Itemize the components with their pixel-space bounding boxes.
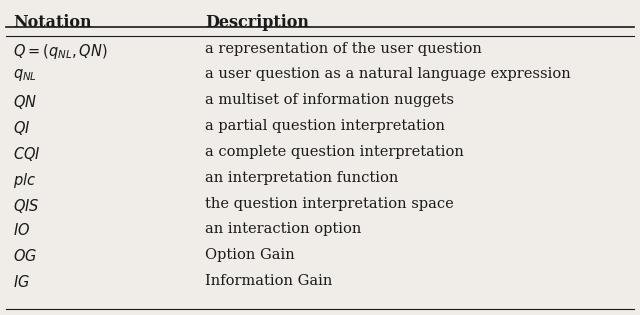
- Text: Description: Description: [205, 14, 309, 31]
- Text: $IG$: $IG$: [13, 274, 29, 290]
- Text: a complete question interpretation: a complete question interpretation: [205, 145, 463, 159]
- Text: $CQI$: $CQI$: [13, 145, 40, 163]
- Text: $QN$: $QN$: [13, 93, 37, 111]
- Text: an interpretation function: an interpretation function: [205, 171, 398, 185]
- Text: $OG$: $OG$: [13, 248, 37, 264]
- Text: $plc$: $plc$: [13, 171, 36, 190]
- Text: a representation of the user question: a representation of the user question: [205, 42, 482, 55]
- Text: an interaction option: an interaction option: [205, 222, 361, 236]
- Text: Option Gain: Option Gain: [205, 248, 294, 262]
- Text: $q_{NL}$: $q_{NL}$: [13, 67, 37, 83]
- Text: the question interpretation space: the question interpretation space: [205, 197, 454, 210]
- Text: a user question as a natural language expression: a user question as a natural language ex…: [205, 67, 570, 81]
- Text: $QIS$: $QIS$: [13, 197, 40, 215]
- Text: $QI$: $QI$: [13, 119, 30, 137]
- Text: Notation: Notation: [13, 14, 92, 31]
- Text: $IO$: $IO$: [13, 222, 30, 238]
- Text: Information Gain: Information Gain: [205, 274, 332, 288]
- Text: a multiset of information nuggets: a multiset of information nuggets: [205, 93, 454, 107]
- Text: a partial question interpretation: a partial question interpretation: [205, 119, 445, 133]
- Text: $Q = (q_{NL}, QN)$: $Q = (q_{NL}, QN)$: [13, 42, 108, 60]
